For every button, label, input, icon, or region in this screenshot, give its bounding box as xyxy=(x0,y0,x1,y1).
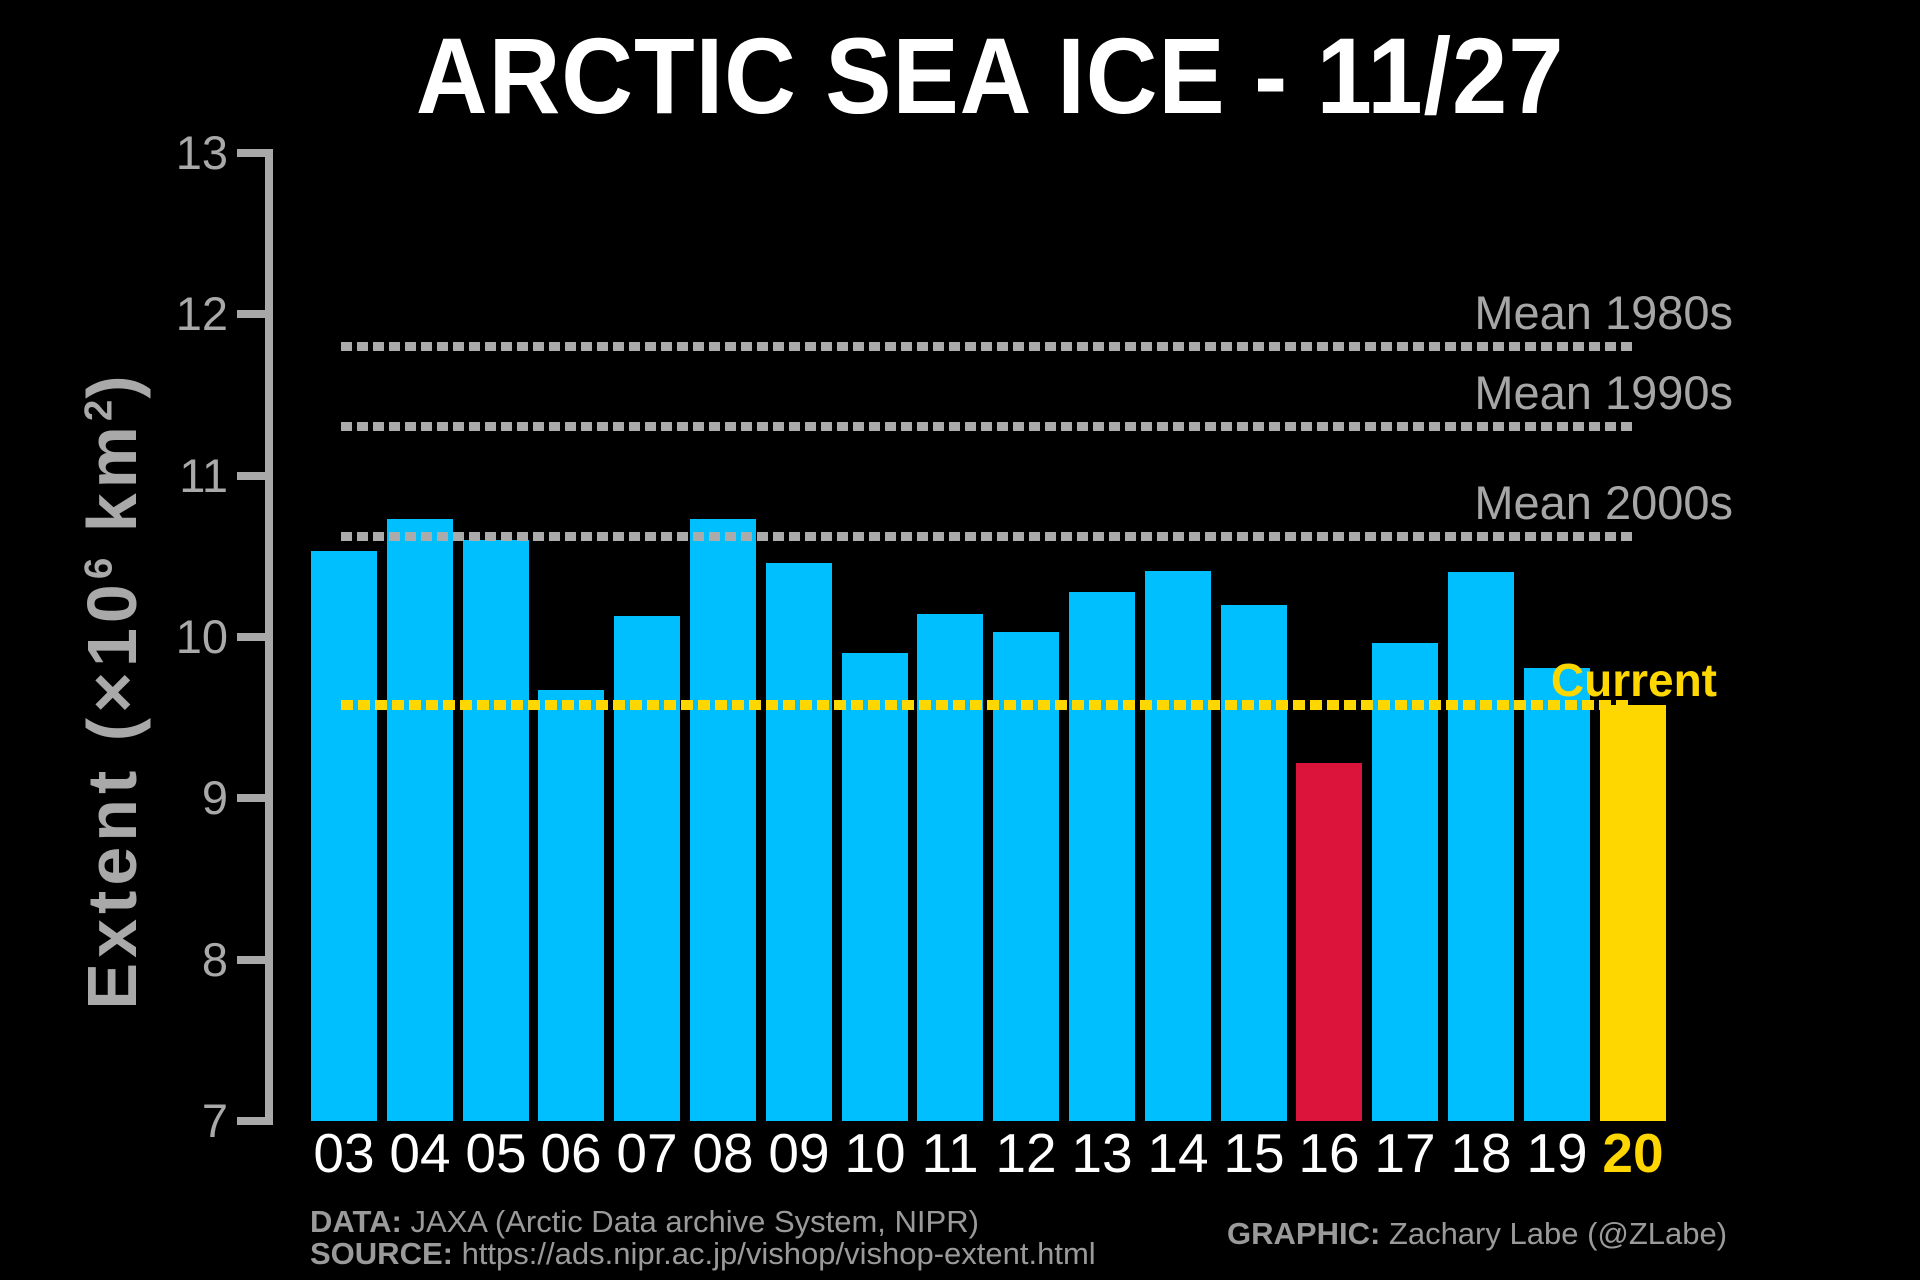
ref-line-mean-1980s xyxy=(341,342,1633,351)
x-tick-label-18: 18 xyxy=(1450,1122,1512,1184)
bar-17 xyxy=(1372,643,1438,1121)
page-title-wrap: ARCTIC SEA ICE - 11/27 xyxy=(270,22,1710,130)
bar-09 xyxy=(766,563,832,1121)
y-tick-mark-11 xyxy=(237,472,265,480)
y-tick-mark-10 xyxy=(237,633,265,641)
bar-13 xyxy=(1069,592,1135,1121)
x-tick-label-14: 14 xyxy=(1147,1122,1209,1184)
bar-16 xyxy=(1296,763,1362,1121)
x-tick-label-09: 09 xyxy=(768,1122,830,1184)
y-axis-label-unit-exponent: 2 xyxy=(77,398,121,422)
y-tick-mark-7 xyxy=(237,1117,265,1125)
bar-06 xyxy=(538,690,604,1121)
y-tick-label-11: 11 xyxy=(179,449,228,502)
ref-line-mean-2000s xyxy=(341,532,1633,541)
x-tick-label-03: 03 xyxy=(313,1122,375,1184)
y-tick-mark-8 xyxy=(237,956,265,964)
x-tick-label-04: 04 xyxy=(389,1122,451,1184)
source-text: https://ads.nipr.ac.jp/vishop/vishop-ext… xyxy=(452,1236,1096,1271)
x-tick-label-05: 05 xyxy=(465,1122,527,1184)
y-tick-label-12: 12 xyxy=(175,287,228,340)
bar-05 xyxy=(463,540,529,1121)
bar-11 xyxy=(917,614,983,1121)
bar-12 xyxy=(993,632,1059,1121)
y-tick-label-7: 7 xyxy=(201,1094,228,1147)
bar-15 xyxy=(1221,605,1287,1121)
bar-19 xyxy=(1524,668,1590,1121)
x-tick-label-12: 12 xyxy=(995,1122,1057,1184)
x-tick-label-16: 16 xyxy=(1298,1122,1360,1184)
x-tick-label-15: 15 xyxy=(1223,1122,1285,1184)
x-tick-label-20: 20 xyxy=(1602,1122,1664,1184)
bar-03 xyxy=(311,551,377,1121)
y-axis-label-close: ) xyxy=(73,370,151,399)
footer-source-line: SOURCE: https://ads.nipr.ac.jp/vishop/vi… xyxy=(310,1238,1096,1270)
footer-graphic-credit: GRAPHIC: Zachary Labe (@ZLabe) xyxy=(1227,1218,1727,1250)
data-label: DATA: xyxy=(310,1204,402,1239)
chart-title: ARCTIC SEA ICE - 11/27 xyxy=(415,15,1565,136)
bar-20 xyxy=(1600,705,1666,1121)
ref-line-label-mean-2000s: Mean 2000s xyxy=(1474,476,1733,529)
bar-14 xyxy=(1145,571,1211,1121)
ref-line-label-mean-1980s: Mean 1980s xyxy=(1474,286,1733,339)
source-label: SOURCE: xyxy=(310,1236,453,1271)
bar-07 xyxy=(614,616,680,1121)
y-axis-spine xyxy=(265,149,273,1125)
x-tick-label-11: 11 xyxy=(921,1122,979,1184)
y-tick-mark-9 xyxy=(237,794,265,802)
y-axis-label-exponent: 6 xyxy=(77,556,121,580)
y-tick-label-9: 9 xyxy=(201,771,228,824)
bar-10 xyxy=(842,653,908,1121)
bar-04 xyxy=(387,519,453,1121)
ref-line-label-mean-1990s: Mean 1990s xyxy=(1474,366,1733,419)
graphic-label: GRAPHIC: xyxy=(1227,1216,1381,1251)
x-tick-label-07: 07 xyxy=(616,1122,678,1184)
footer-data-line: DATA: JAXA (Arctic Data archive System, … xyxy=(310,1206,1096,1238)
ref-line-label-current: Current xyxy=(1550,654,1717,706)
graphic-text: Zachary Labe (@ZLabe) xyxy=(1380,1216,1728,1251)
x-tick-label-06: 06 xyxy=(540,1122,602,1184)
data-text: JAXA (Arctic Data archive System, NIPR) xyxy=(401,1204,979,1239)
y-tick-mark-12 xyxy=(237,310,265,318)
y-tick-label-8: 8 xyxy=(201,933,228,986)
footer-data-source: DATA: JAXA (Arctic Data archive System, … xyxy=(310,1206,1096,1270)
x-tick-label-08: 08 xyxy=(692,1122,754,1184)
x-tick-label-13: 13 xyxy=(1071,1122,1133,1184)
x-tick-label-10: 10 xyxy=(844,1122,906,1184)
ref-line-mean-1990s xyxy=(341,422,1633,431)
bar-08 xyxy=(690,519,756,1121)
bar-18 xyxy=(1448,572,1514,1121)
x-tick-label-17: 17 xyxy=(1374,1122,1436,1184)
y-tick-label-10: 10 xyxy=(175,610,228,663)
y-tick-label-13: 13 xyxy=(175,126,228,179)
ref-line-current xyxy=(341,700,1633,710)
x-tick-label-19: 19 xyxy=(1526,1122,1588,1184)
y-tick-mark-13 xyxy=(237,149,265,157)
